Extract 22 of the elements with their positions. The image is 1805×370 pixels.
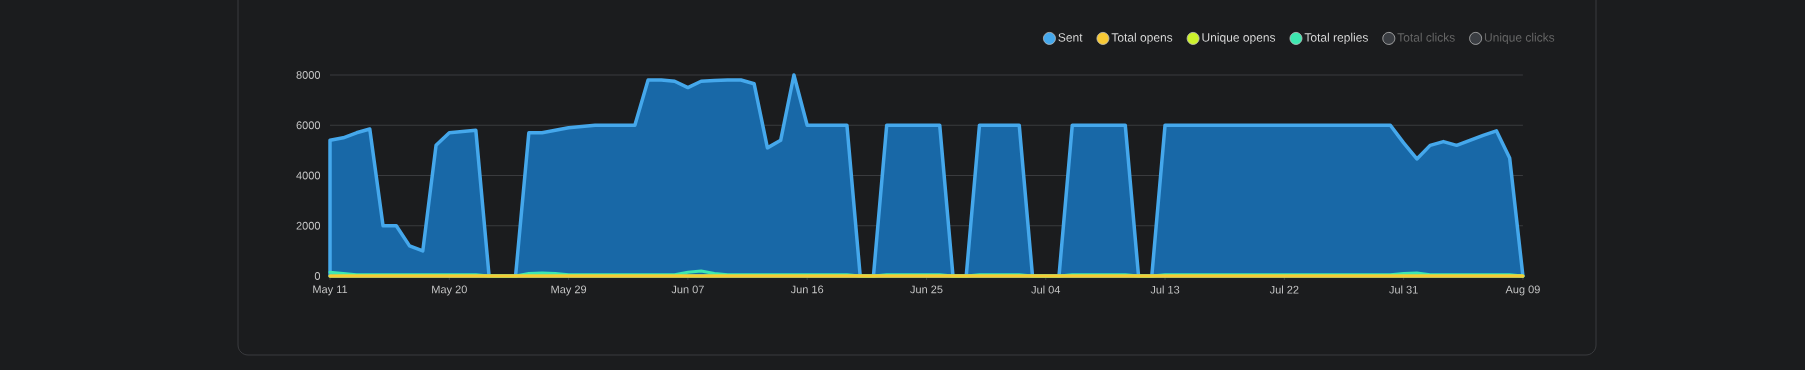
y-tick-label: 8000 [296,71,321,79]
x-tick-label: Jun 07 [671,285,704,294]
x-tick-label: May 11 [313,285,348,296]
legend-label: Unique clicks [1484,32,1555,45]
y-tick-label: 2000 [296,221,321,230]
legend-label: Total replies [1304,32,1368,45]
x-tick-label: Jul 04 [1031,285,1061,294]
x-tick-label: Aug 09 [1505,285,1540,296]
x-tick-label: May 20 [432,285,467,296]
y-tick-label: 6000 [296,121,321,130]
legend-label: Total clicks [1397,32,1455,42]
legend-label: Total opens [1111,32,1173,45]
legend-label: Sent [1058,33,1083,42]
x-tick-label: Jul 31 [1389,285,1418,294]
legend-label: Unique opens [1202,32,1276,45]
x-tick-label: Jun 25 [910,285,943,294]
x-tick-label: Jul 22 [1269,285,1299,294]
x-tick-label: Jun 16 [790,285,824,294]
y-tick-label: 4000 [296,171,321,180]
x-tick-label: Jul 13 [1150,285,1180,294]
x-tick-label: May 29 [551,285,587,296]
y-tick-label: 0 [314,272,321,280]
